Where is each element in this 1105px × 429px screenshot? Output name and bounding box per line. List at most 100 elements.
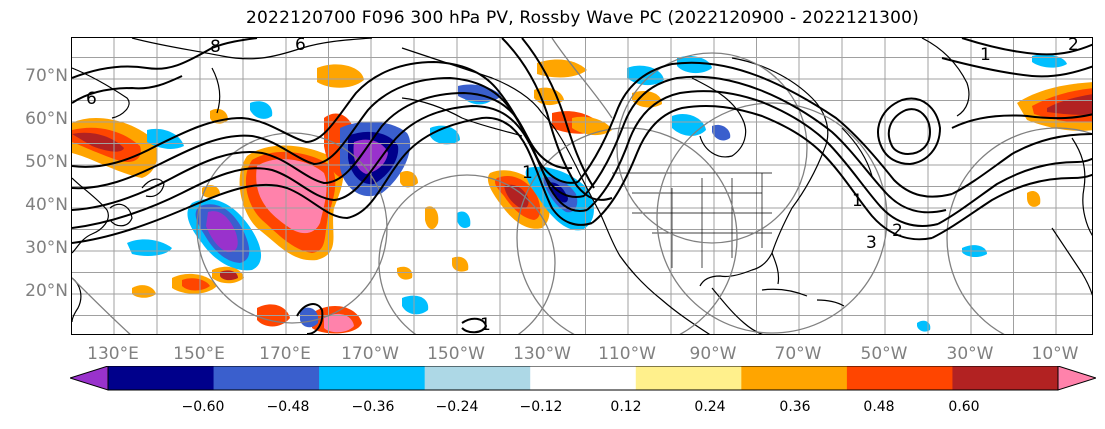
shade-negative (917, 320, 931, 332)
colorbar-tick: −0.60 (181, 399, 225, 415)
shade-positive (537, 59, 587, 78)
coastline (761, 288, 845, 307)
shade-positive (1047, 94, 1092, 115)
lat-label-20n: 20°N (25, 281, 68, 301)
colorbar-segment (846, 366, 953, 390)
map-canvas: 8 6 6 1 2 1 1 2 3 1 (72, 38, 1092, 335)
lon-label-150e: 150°E (173, 344, 225, 364)
coastline (771, 252, 780, 285)
contour-label: 6 (86, 89, 97, 109)
pv-contour (931, 173, 1092, 239)
contour-label: 8 (210, 38, 221, 57)
colorbar-extend-high (1057, 366, 1096, 391)
pv-contours (72, 38, 1092, 334)
pv-contour (951, 133, 1092, 195)
colorbar-segment (108, 366, 215, 390)
colorbar-extend-low (70, 366, 109, 391)
wave-arc (551, 38, 613, 119)
pv-contour (877, 97, 942, 166)
rossby-wave-circles (72, 38, 1092, 334)
colorbar-segment (952, 366, 1059, 390)
coastline (72, 177, 109, 254)
lon-label-110w: 110°W (598, 344, 656, 364)
coastline (109, 203, 133, 227)
coastline (541, 112, 711, 334)
map-panel: 8 6 6 1 2 1 1 2 3 1 (71, 37, 1093, 335)
pv-contour (941, 57, 1092, 78)
pv-contour (72, 116, 593, 244)
contour-labels: 8 6 6 1 2 1 1 2 3 1 (86, 38, 1079, 335)
contour-label: 2 (892, 221, 903, 241)
pv-contour (887, 108, 932, 156)
pv-contour (461, 317, 488, 334)
contour-label: 1 (480, 315, 491, 335)
wave-arc (72, 277, 131, 334)
colorbar-segment (741, 366, 848, 390)
pv-contour (961, 38, 1092, 56)
colorbar-tick: 0.12 (610, 399, 642, 415)
pv-contour (72, 75, 183, 104)
pv-contour (72, 60, 573, 170)
shade-positive (182, 278, 210, 291)
lat-label-40n: 40°N (25, 195, 68, 215)
colorbar-segment (530, 366, 637, 390)
colorbar-segment (213, 366, 320, 390)
colorbar-tick: 0.36 (779, 399, 811, 415)
shade-negative (677, 56, 712, 74)
colorbar-tick: −0.36 (351, 399, 395, 415)
pv-contour (296, 303, 324, 334)
wave-circle (656, 102, 888, 334)
shade-positive (324, 313, 354, 333)
wave-circle (616, 52, 808, 244)
wave-circle (378, 174, 556, 334)
pv-contour (937, 157, 1092, 225)
contour-label: 1 (980, 45, 991, 65)
wave-circle (516, 127, 738, 334)
coastlines (72, 38, 1092, 334)
lat-label-70n: 70°N (25, 66, 68, 86)
shade-negative (402, 295, 429, 315)
shade-positive (397, 266, 413, 280)
shade-negative (206, 211, 238, 253)
contour-label: 1 (852, 191, 863, 211)
lat-label-50n: 50°N (25, 152, 68, 172)
colorbar-segment (424, 366, 531, 390)
wave-circle (946, 127, 1092, 334)
colorbar-tick: 0.60 (948, 399, 980, 415)
coastline (921, 38, 970, 117)
coastline (72, 67, 130, 119)
lon-label-130e: 130°E (87, 344, 139, 364)
colorbar-tick: 0.24 (694, 399, 726, 415)
coastline (699, 149, 825, 287)
pv-contour (501, 38, 613, 201)
lon-label-170e: 170°E (259, 344, 311, 364)
pv-contour (951, 113, 1092, 129)
shade-positive (202, 185, 220, 198)
pv-contour (521, 38, 595, 189)
coastline (211, 67, 221, 114)
coastline (1051, 227, 1092, 296)
lat-label-30n: 30°N (25, 238, 68, 258)
pv-contour (583, 75, 947, 214)
coastline (691, 77, 747, 158)
shade-positive (132, 285, 156, 298)
contour-label: 1 (522, 163, 533, 183)
contour-label: 3 (866, 233, 877, 253)
colorbar-tick: −0.12 (519, 399, 563, 415)
colorbar-segment (635, 366, 742, 390)
lon-label-170w: 170°W (341, 344, 399, 364)
colorbar (70, 366, 1096, 391)
colorbar-tick: −0.48 (266, 399, 310, 415)
pv-anomaly-shading (72, 54, 1092, 334)
lon-label-90w: 90°W (689, 344, 737, 364)
map-title: 2022120700 F096 300 hPa PV, Rossby Wave … (246, 8, 919, 28)
coastline (1071, 137, 1092, 236)
shade-negative (250, 101, 273, 119)
pv-contour (586, 90, 939, 227)
colorbar-tick: −0.24 (435, 399, 479, 415)
shade-negative (712, 124, 731, 141)
lon-label-150w: 150°W (427, 344, 485, 364)
contour-label: 2 (1068, 38, 1079, 55)
shade-negative (127, 239, 172, 256)
shade-positive (1027, 191, 1041, 207)
